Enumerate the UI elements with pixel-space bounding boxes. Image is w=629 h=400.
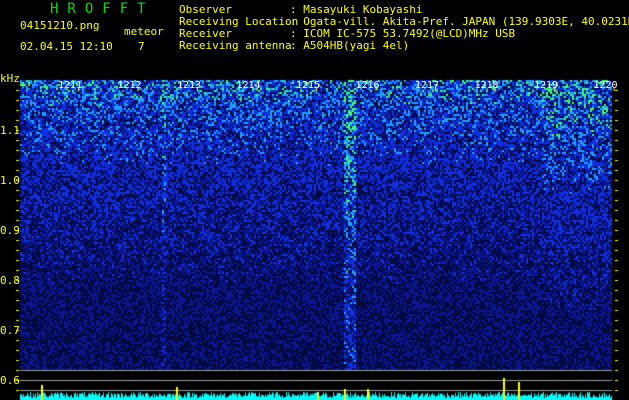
meteor-label: meteor bbox=[124, 25, 164, 38]
meteor-count: 7 bbox=[138, 40, 145, 53]
info-label: Receiver bbox=[179, 27, 232, 40]
info-label: Receiving Location bbox=[179, 15, 299, 28]
y-unit: kHz bbox=[0, 72, 20, 85]
time-tick-label: 1212 bbox=[117, 80, 142, 91]
y-tick-label: 0.8 bbox=[0, 274, 20, 287]
time-tick-label: 1220 bbox=[593, 80, 618, 91]
app-title: HROFFT bbox=[50, 1, 155, 17]
time-tick-label: 1217 bbox=[415, 80, 440, 91]
datetime: 02.04.15 12:10 bbox=[20, 40, 113, 53]
y-tick-label: 1.1 bbox=[0, 124, 20, 137]
info-label: Receiving antenna bbox=[179, 39, 292, 52]
y-tick-label: 0.7 bbox=[0, 324, 20, 337]
file-name: 04151210.png bbox=[20, 19, 100, 32]
y-tick-label: 0.9 bbox=[0, 224, 20, 237]
info-value: : Ogata-vill. Akita-Pref. JAPAN (139.930… bbox=[290, 15, 629, 28]
time-tick-label: 1211 bbox=[58, 80, 83, 91]
time-tick-label: 1219 bbox=[534, 80, 559, 91]
time-tick-label: 1215 bbox=[296, 80, 321, 91]
time-tick-label: 1216 bbox=[355, 80, 380, 91]
y-tick-label: 0.6 bbox=[0, 374, 20, 387]
time-tick-label: 1218 bbox=[474, 80, 499, 91]
info-value: : A504HB(yagi 4el) bbox=[290, 39, 410, 52]
time-tick-label: 1214 bbox=[236, 80, 261, 91]
y-tick-label: 1.0 bbox=[0, 174, 20, 187]
info-value: : Masayuki Kobayashi bbox=[290, 3, 423, 16]
spectrogram bbox=[0, 78, 629, 400]
info-value: : ICOM IC-575 53.7492(@LCD)MHz USB bbox=[290, 27, 516, 40]
info-label: Observer bbox=[179, 3, 232, 16]
time-tick-label: 1213 bbox=[177, 80, 202, 91]
